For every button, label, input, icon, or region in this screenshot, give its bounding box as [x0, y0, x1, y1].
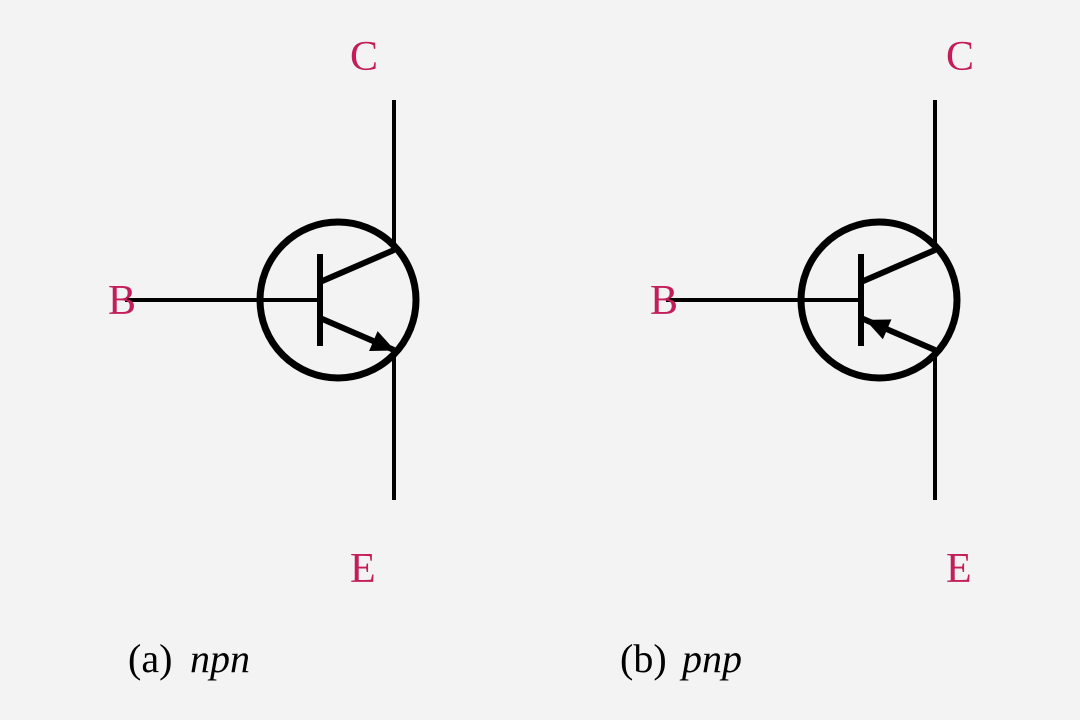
terminal-label-b: B — [108, 278, 136, 324]
caption-letter: (b) — [620, 636, 667, 681]
terminal-label-c: C — [350, 34, 378, 80]
caption-letter: (a) — [128, 636, 172, 681]
terminal-label-b: B — [650, 278, 678, 324]
background — [0, 0, 1080, 720]
caption-type: npn — [190, 636, 250, 681]
terminal-label-c: C — [946, 34, 974, 80]
terminal-label-e: E — [350, 546, 376, 592]
terminal-label-e: E — [946, 546, 972, 592]
caption-type: pnp — [679, 636, 742, 681]
transistor-diagram: C B E (a) npn C B E (b) pnp — [0, 0, 1080, 720]
